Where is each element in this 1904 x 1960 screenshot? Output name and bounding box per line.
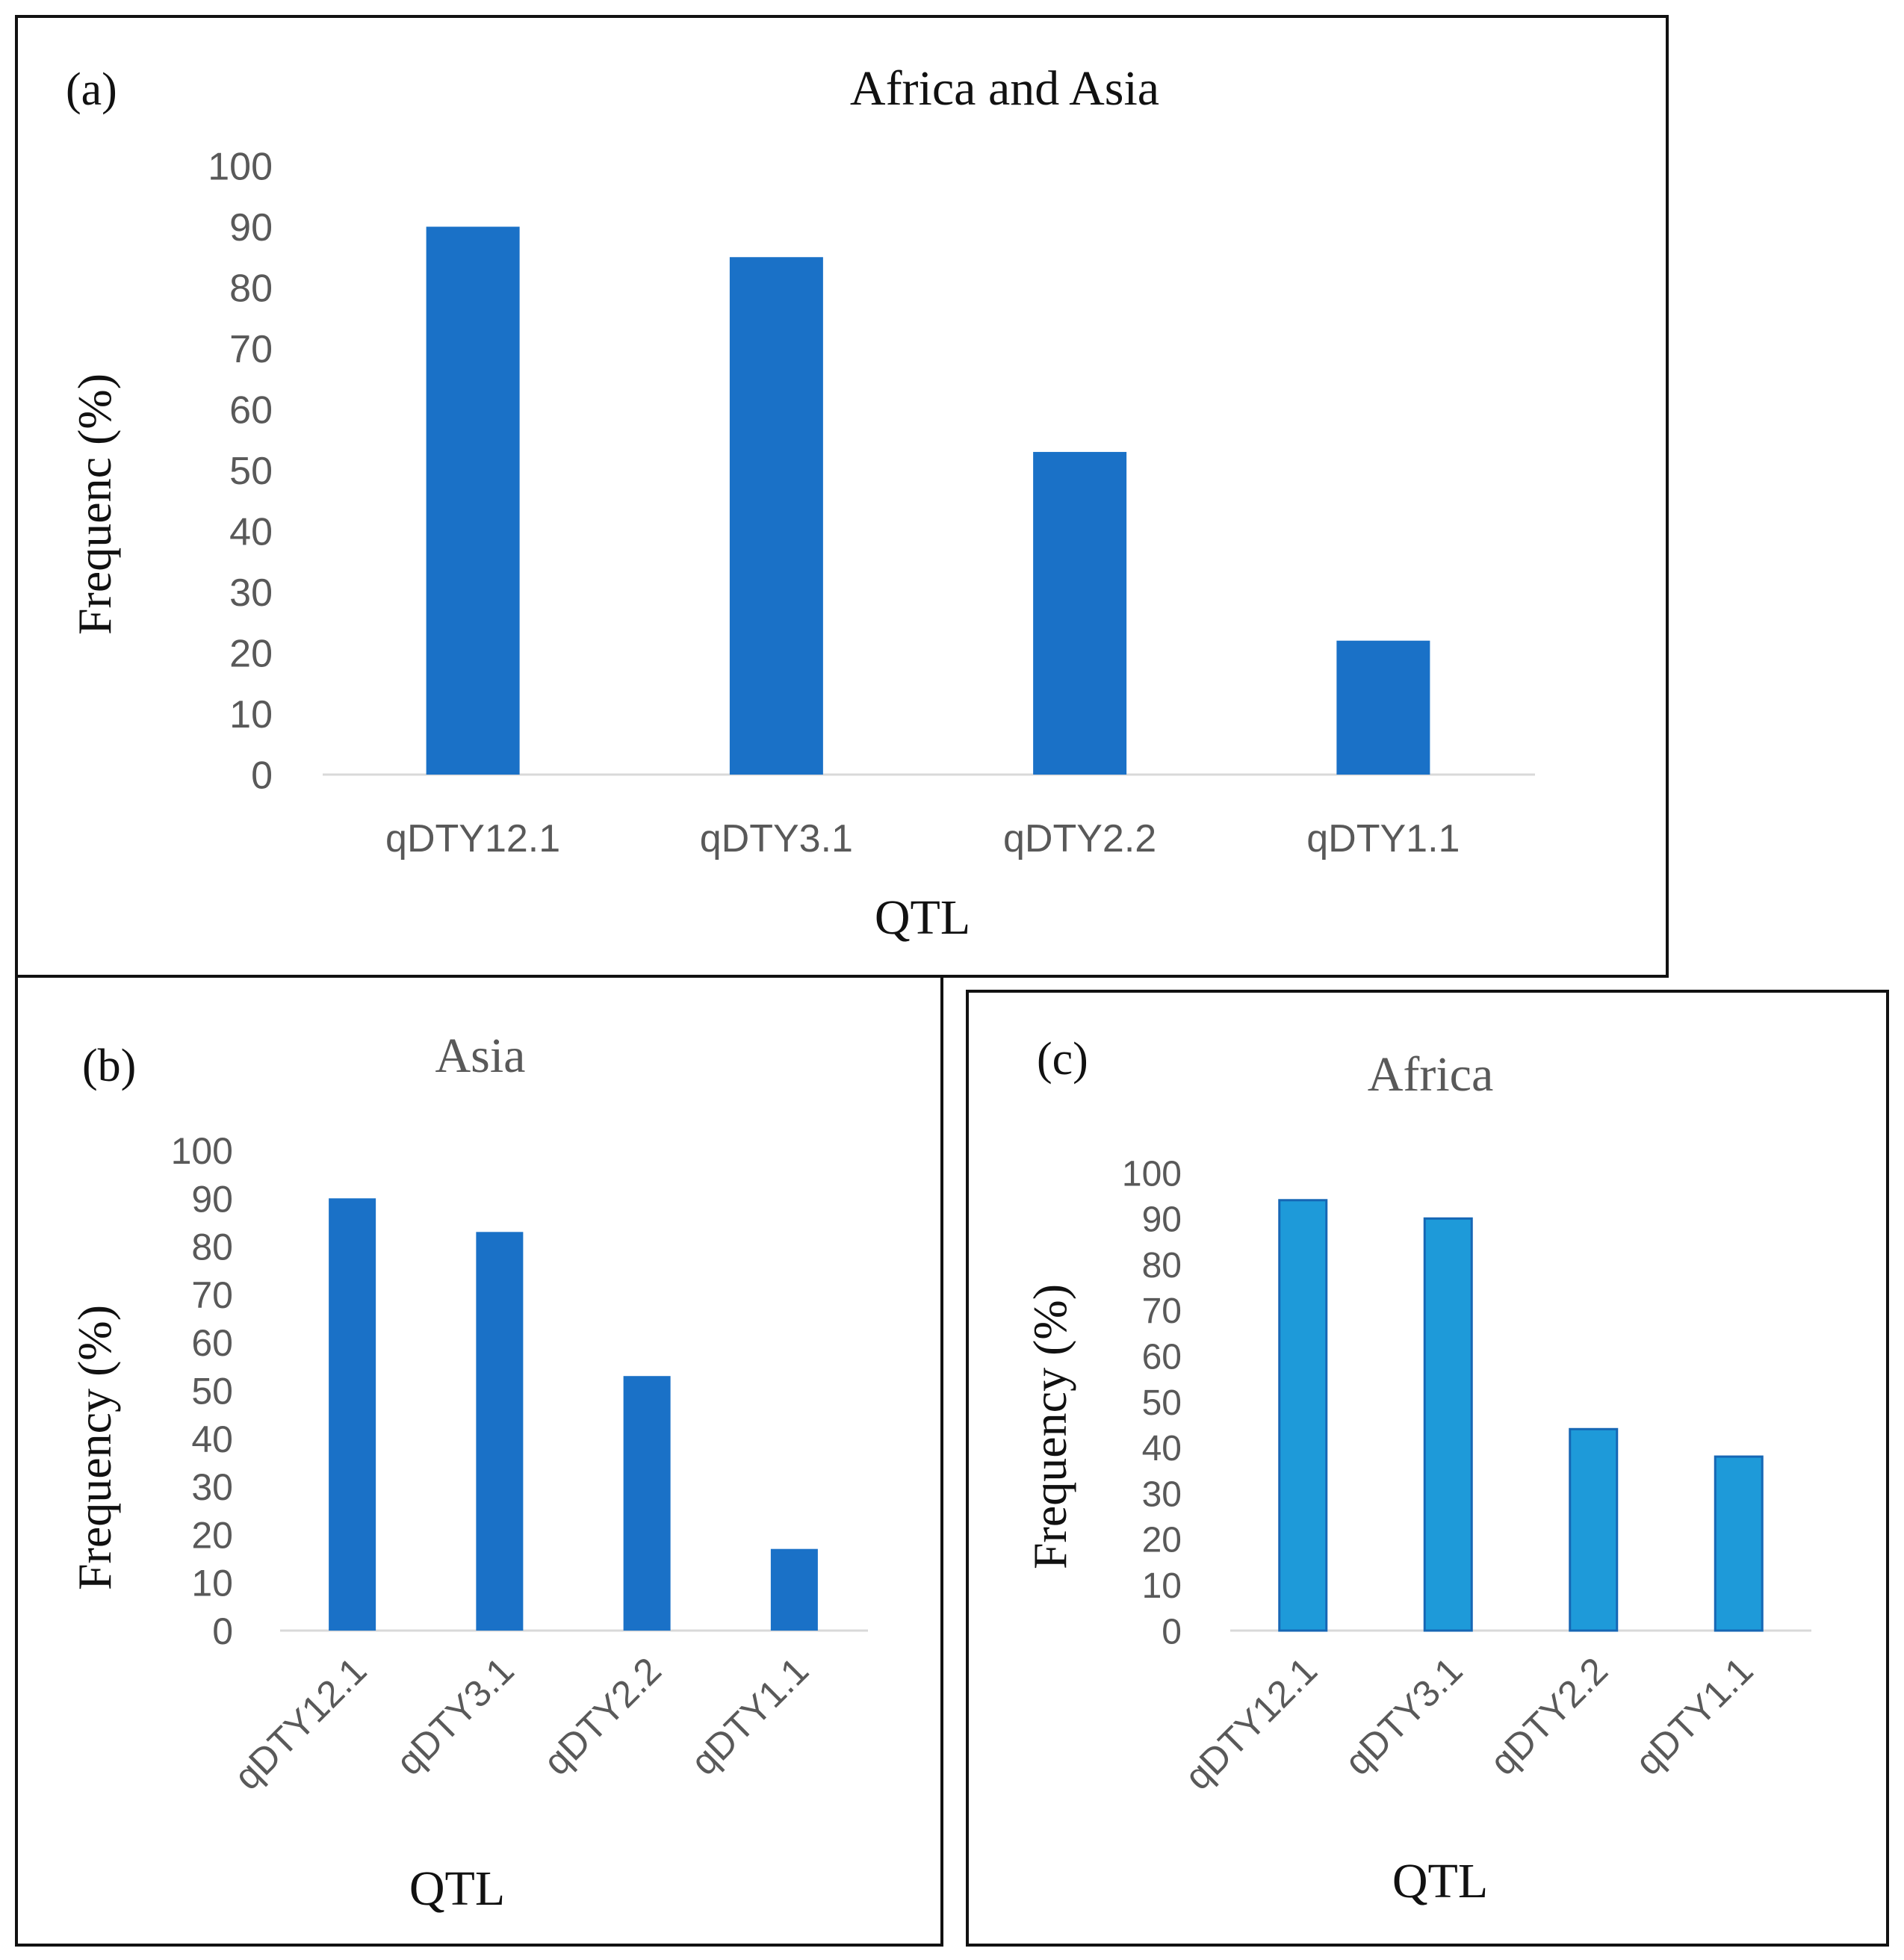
panel-b-ytick-label: 80 — [191, 1226, 233, 1268]
panel-c-category-label: qDTY2.2 — [1482, 1649, 1616, 1783]
panel-c-bar-qdty3-1 — [1423, 1217, 1473, 1632]
panel-a-category-label: qDTY1.1 — [1306, 817, 1460, 860]
panel-a-ytick-label: 60 — [229, 389, 273, 432]
panel-a-ytick-label: 40 — [229, 511, 273, 554]
panel-a-bar-qdty3-1 — [729, 257, 823, 775]
panel-c-ytick-label: 20 — [1142, 1521, 1182, 1560]
panel-b-bar-qdty1-1 — [770, 1548, 818, 1631]
panel-b-label: (b) — [82, 1041, 136, 1091]
panel-a-ytick-label: 50 — [229, 450, 273, 493]
panel-c-bar-qdty1-1 — [1714, 1455, 1764, 1632]
panel-b-ytick-label: 30 — [191, 1466, 233, 1508]
panel-b-title: Asia — [435, 1029, 526, 1083]
panel-c-ytick-label: 60 — [1142, 1337, 1182, 1377]
panel-a-category-label: qDTY12.1 — [385, 817, 560, 860]
panel-c-xlabel: QTL — [1392, 1854, 1488, 1908]
panel-c-ytick-label: 0 — [1162, 1612, 1182, 1652]
panel-c-ytick-label: 100 — [1122, 1154, 1182, 1194]
panel-c-ytick-label: 40 — [1142, 1429, 1182, 1469]
panel-b: (b) Asia Frequency (%) QTL 0 10 20 30 40 50 60… — [15, 975, 943, 1947]
panel-a: (a) Africa and Asia Frequenc (%) QTL 0 10… — [15, 15, 1669, 978]
panel-c-label: (c) — [1037, 1034, 1088, 1085]
panel-c-ytick-label: 50 — [1142, 1383, 1182, 1423]
panel-b-category-label: qDTY2.2 — [536, 1649, 669, 1783]
panel-c: (c) Africa Frequency (%) QTL 0 10 20 30 40 50… — [966, 990, 1889, 1947]
panel-b-ytick-label: 0 — [212, 1610, 233, 1652]
panel-c-category-label: qDTY3.1 — [1336, 1649, 1470, 1783]
panel-b-ylabel: Frequency (%) — [68, 1305, 121, 1590]
panel-a-ylabel: Frequenc (%) — [68, 373, 121, 635]
panel-c-bar-qdty12-1 — [1278, 1199, 1328, 1632]
panel-c-ytick-label: 90 — [1142, 1200, 1182, 1240]
panel-b-ytick-label: 20 — [191, 1514, 233, 1556]
panel-c-category-label: qDTY1.1 — [1627, 1649, 1761, 1783]
panel-c-ytick-label: 80 — [1142, 1246, 1182, 1286]
panel-a-ytick-label: 80 — [229, 267, 273, 311]
panel-a-ytick-label: 10 — [229, 693, 273, 736]
panel-b-ytick-label: 40 — [191, 1418, 233, 1460]
panel-a-label: (a) — [66, 64, 117, 115]
panel-a-xlabel: QTL — [875, 890, 970, 945]
panel-a-title: Africa and Asia — [850, 61, 1159, 116]
panel-a-ytick-label: 20 — [229, 633, 273, 676]
panel-b-ytick-label: 10 — [191, 1563, 233, 1604]
panel-c-ylabel: Frequency (%) — [1023, 1284, 1076, 1569]
panel-a-ytick-label: 30 — [229, 571, 273, 615]
panel-a-ytick-label: 0 — [251, 754, 273, 798]
panel-c-ytick-label: 10 — [1142, 1566, 1182, 1606]
panel-b-xlabel: QTL — [409, 1861, 505, 1916]
panel-b-ytick-label: 50 — [191, 1371, 233, 1412]
panel-a-category-label: qDTY2.2 — [1003, 817, 1156, 860]
panel-b-ytick-label: 60 — [191, 1322, 233, 1364]
panel-c-bar-qdty2-2 — [1569, 1427, 1619, 1632]
panel-a-bar-qdty1-1 — [1336, 640, 1430, 775]
panel-b-frame — [15, 975, 943, 1947]
panel-b-ytick-label: 100 — [171, 1130, 233, 1172]
panel-c-category-label: qDTY12.1 — [1176, 1649, 1325, 1798]
panel-b-category-label: qDTY12.1 — [226, 1649, 375, 1798]
panel-b-bar-qdty2-2 — [623, 1376, 671, 1631]
panel-c-frame — [966, 990, 1889, 1947]
panel-a-bar-qdty12-1 — [426, 226, 520, 775]
panel-a-bar-qdty2-2 — [1033, 452, 1127, 775]
panel-c-ytick-label: 70 — [1142, 1291, 1182, 1331]
panel-b-category-label: qDTY1.1 — [683, 1649, 816, 1783]
panel-c-title: Africa — [1368, 1047, 1494, 1102]
panel-b-category-label: qDTY3.1 — [388, 1649, 522, 1783]
panel-b-ytick-label: 70 — [191, 1274, 233, 1316]
panel-b-bar-qdty12-1 — [329, 1198, 376, 1631]
panel-a-ytick-label: 90 — [229, 206, 273, 249]
panel-c-ytick-label: 30 — [1142, 1474, 1182, 1514]
panel-a-category-label: qDTY3.1 — [700, 817, 853, 860]
panel-a-ytick-label: 100 — [208, 146, 273, 189]
panel-b-bar-qdty3-1 — [476, 1232, 524, 1631]
panel-b-ytick-label: 90 — [191, 1178, 233, 1220]
panel-a-ytick-label: 70 — [229, 328, 273, 371]
